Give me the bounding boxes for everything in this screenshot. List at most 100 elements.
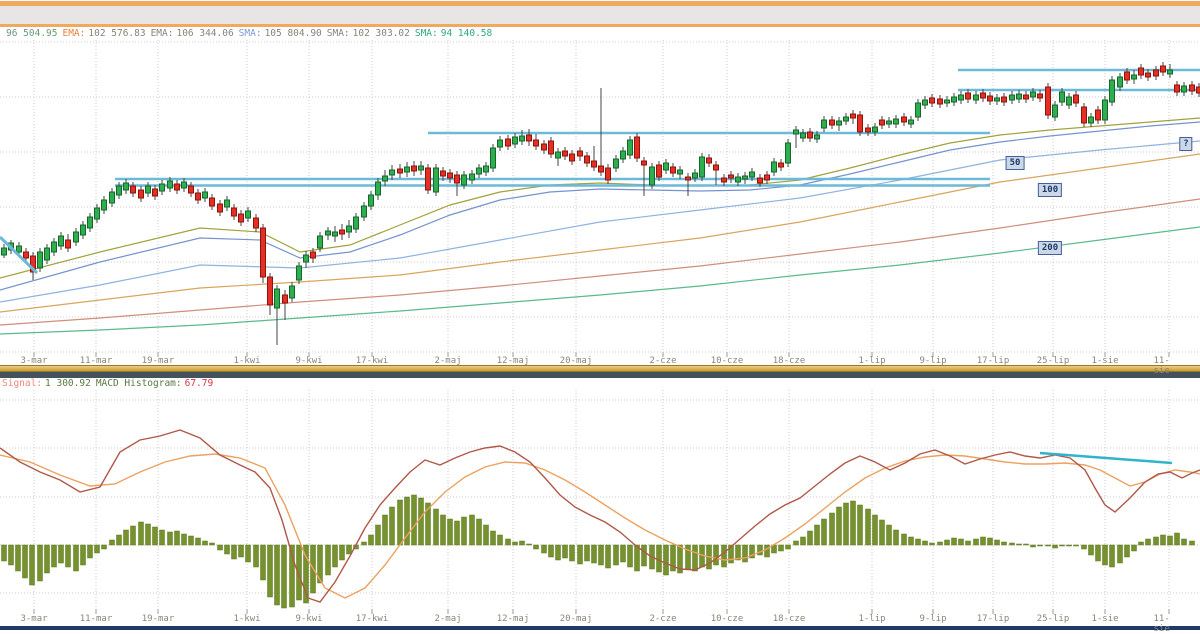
macd-histogram-bar [117,535,122,545]
macd-histogram-bar [1139,542,1144,545]
candle-body-down [398,169,403,173]
candle-body-down [671,167,676,173]
candle-body-down [210,198,215,206]
macd-histogram-bar [614,545,619,565]
candle-body-up [498,140,503,147]
x-axis-label: 20-maj [560,614,593,624]
candle-body-down [311,252,316,258]
candle-body-down [24,252,29,258]
candle-body-down [988,96,993,101]
candle-body-down [1154,70,1159,76]
candle-body-up [146,186,151,193]
x-axis-label: 19-mar [142,356,175,366]
x-axis-label: 18-cze [773,614,806,624]
x-axis-label: 25-lip [1037,614,1070,624]
macd-histogram-bar [887,525,892,545]
macd-histogram-bar [959,539,964,545]
ema_slow-line [0,122,1200,290]
macd-histogram-bar [153,527,158,545]
x-axis-label: 1-kwi [233,356,260,366]
macd-histogram-bar [873,515,878,545]
macd-histogram-bar [722,545,727,567]
candle-body-up [1017,94,1022,99]
x-axis-label: 17-lip [977,356,1010,366]
candle-body-down [981,93,986,98]
macd-histogram-bar [398,500,403,545]
macd-histogram-bar [1096,545,1101,561]
candle-body-down [1002,97,1007,102]
candle-body-up [462,175,467,185]
candle-body-down [1161,66,1166,72]
candle-body-down [1046,87,1051,115]
x-axis-label: 9-kwi [295,356,322,366]
candle-body-up [887,121,892,124]
macd-histogram-bar [412,495,417,545]
ema_fast-line [0,118,1200,278]
macd-histogram-bar [801,537,806,545]
macd-trendline[interactable] [1040,453,1172,463]
macd-histogram-bar [347,545,352,554]
candle-body-up [419,166,424,170]
candle-body-up [1132,75,1137,79]
candle-body-down [599,166,604,172]
candle-body-up [59,236,64,246]
macd-histogram-bar [340,545,345,560]
indicator-value: 102 303.02 [353,28,410,39]
macd-histogram-bar [686,545,691,569]
candle-body-up [1118,77,1123,87]
macd-histogram-bar [1175,533,1180,545]
candle-body-up [203,192,208,198]
macd-histogram-bar [1161,535,1166,545]
candle-body-up [369,195,374,206]
candle-body-down [851,114,856,118]
candle-body-up [275,289,280,308]
x-axis-label: 12-maj [497,614,530,624]
candle-body-down [534,140,539,146]
candle-body-up [376,182,381,195]
candle-body-down [189,186,194,193]
macd-histogram-bar [1154,537,1159,545]
candle-body-up [995,98,1000,101]
indicator-value: 102 576.83 [88,28,145,39]
macd-histogram-bar [1074,545,1079,546]
macd-histogram-bar [765,545,770,557]
candle-body-up [822,120,827,128]
macd-histogram-bar [59,545,64,563]
macd-histogram-bar [1082,545,1087,549]
candle-body-up [873,127,878,132]
indicator-label: MACD Histogram: [96,378,182,389]
candle-body-up [470,174,475,180]
macd-histogram-bar [714,545,719,565]
macd-histogram-bar [88,545,93,558]
macd-histogram-bar [693,545,698,571]
candle-body-down [657,165,662,177]
macd-histogram-bar [383,515,388,545]
x-axis-label: 11-sie [1154,356,1185,376]
macd-histogram-bar [952,538,957,545]
candle-body-up [168,181,173,188]
macd-histogram-bar [945,540,950,545]
x-axis-label: 3-mar [20,614,47,624]
indicator-value: 1 300.92 [45,378,91,389]
macd-histogram-bar [470,515,475,545]
macd-histogram-bar [1060,545,1065,546]
candle-body-up [354,217,359,229]
candle-body-down [714,165,719,170]
candle-body-up [614,159,619,168]
macd-histogram-bar [45,545,50,573]
macd-histogram-bar [66,545,71,567]
candle-body-down [1125,72,1130,80]
candle-body-up [1089,117,1094,123]
candle-body-down [938,99,943,104]
candle-body-up [837,121,842,125]
indicator-label: EMA: [151,28,174,39]
candle-body-up [74,232,79,242]
macd-histogram-bar [506,539,511,545]
candle-body-up [736,177,741,182]
macd-histogram-bar [102,545,107,549]
macd-histogram-bar [30,545,35,585]
candle-body-down [1197,87,1200,93]
macd-histogram-bar [880,520,885,545]
indicator-label: SMA: [239,28,262,39]
